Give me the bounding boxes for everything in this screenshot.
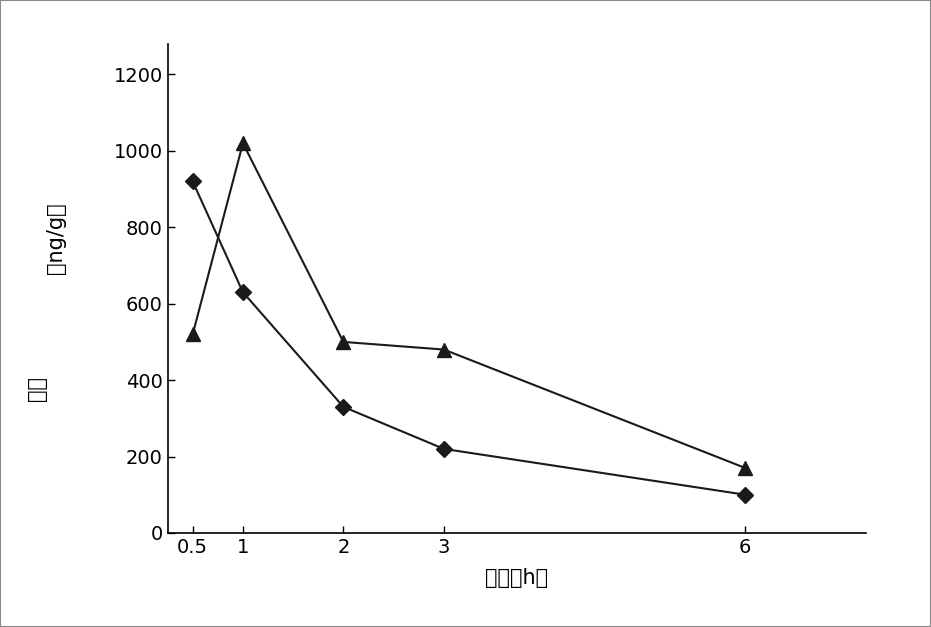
X-axis label: 时间（h）: 时间（h） (485, 568, 548, 588)
Text: （ng/g）: （ng/g） (46, 203, 66, 274)
Text: 含量: 含量 (27, 376, 47, 401)
